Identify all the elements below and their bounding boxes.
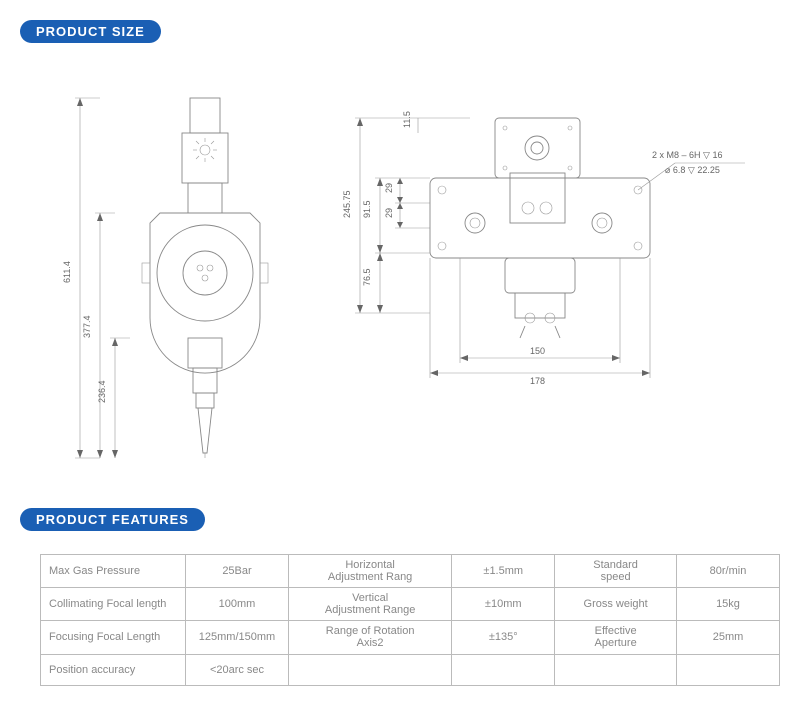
section-badge-features: PRODUCT FEATURES [20,508,205,531]
cell-label: Position accuracy [41,654,186,685]
dim-top: 11.5 [402,111,412,128]
cell-empty [289,654,452,685]
dim-h-total: 611.4 [62,261,72,283]
cell-value: 100mm [186,588,289,621]
table-row: Focusing Focal Length 125mm/150mm Range … [41,621,780,654]
hole-note-1: 2 x M8 – 6H ▽ 16 [652,150,722,160]
dim-h-mid: 91.5 [362,200,372,218]
dim-w-inner: 150 [530,346,545,356]
cell-label: VerticalAdjustment Range [289,588,452,621]
cell-empty [677,654,780,685]
cell-value: 25Bar [186,555,289,588]
cell-value: 25mm [677,621,780,654]
dim-h-lower: 76.5 [362,268,372,286]
cell-value: ±10mm [452,588,555,621]
table-row: Collimating Focal length 100mm VerticalA… [41,588,780,621]
cell-label: Range of RotationAxis2 [289,621,452,654]
features-table: Max Gas Pressure 25Bar HorizontalAdjustm… [40,554,780,686]
cell-label: Standardspeed [555,555,677,588]
dim-w-outer: 178 [530,376,545,386]
cell-label: Max Gas Pressure [41,555,186,588]
cell-empty [452,654,555,685]
dim-step2: 29 [384,208,394,218]
cell-value: 15kg [677,588,780,621]
cell-empty [555,654,677,685]
dim-h-nozzle: 236.4 [97,380,107,403]
dim-h-body: 377.4 [82,315,92,338]
drawings-container: 611.4 377.4 236.4 [20,58,786,478]
hole-note-2: ⌀ 6.8 ▽ 22.25 [665,165,720,175]
side-view-drawing: 245.75 91.5 76.5 29 29 11.5 [330,58,750,478]
section-badge-size: PRODUCT SIZE [20,20,161,43]
cell-label: HorizontalAdjustment Rang [289,555,452,588]
cell-value: ±135° [452,621,555,654]
cell-value: 125mm/150mm [186,621,289,654]
cell-value: <20arc sec [186,654,289,685]
table-row: Max Gas Pressure 25Bar HorizontalAdjustm… [41,555,780,588]
cell-label: Focusing Focal Length [41,621,186,654]
table-row: Position accuracy <20arc sec [41,654,780,685]
dim-h-upper: 245.75 [342,190,352,218]
dim-step1: 29 [384,183,394,193]
cell-label: Collimating Focal length [41,588,186,621]
cell-label: EffectiveAperture [555,621,677,654]
cell-value: 80r/min [677,555,780,588]
cell-label: Gross weight [555,588,677,621]
cell-value: ±1.5mm [452,555,555,588]
front-view-drawing: 611.4 377.4 236.4 [60,58,300,478]
